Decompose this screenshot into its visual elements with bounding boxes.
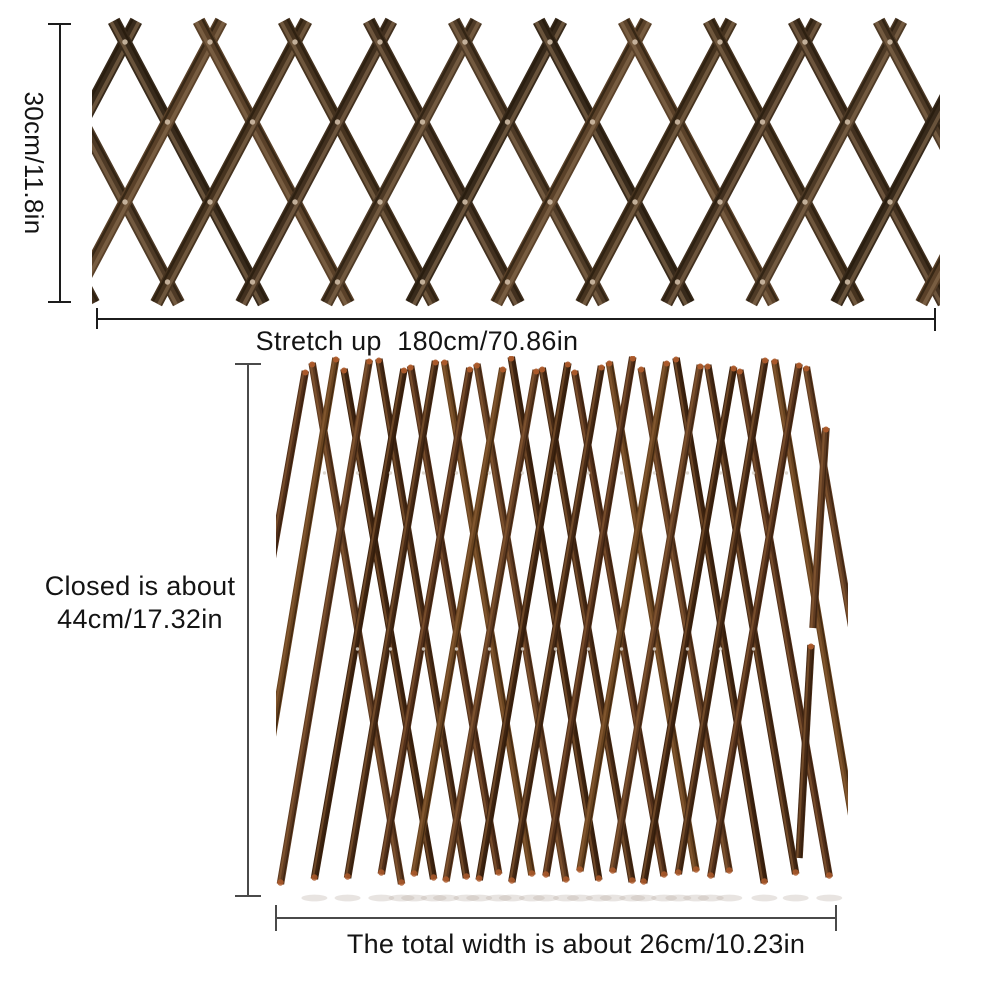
top-height-label: 30cm/11.8in (19, 91, 49, 235)
expanded-trellis-photo (92, 17, 940, 307)
closed-height-label-line1: Closed is about (44, 571, 236, 601)
top-height-dimension-cap-bottom (48, 301, 71, 303)
top-height-dimension-line (59, 24, 61, 303)
top-height-dimension-cap-top (48, 23, 71, 25)
closed-height-label-line2: 44cm/17.32in (57, 603, 223, 634)
closed-height-dimension-cap-top (235, 363, 261, 365)
stretch-width-label: Stretch up 180cm/70.86in (255, 326, 579, 356)
top-width-dimension-tick-left (96, 308, 98, 329)
closed-height-dimension-cap-bottom (235, 895, 261, 897)
top-width-dimension-tick-right (934, 308, 936, 331)
top-width-dimension-line (97, 318, 936, 320)
closed-width-label: The total width is about 26cm/10.23in (346, 929, 806, 959)
closed-height-label: Closed is about 44cm/17.32in (34, 570, 246, 636)
closed-trellis-photo (276, 356, 848, 902)
closed-width-dimension-tick-left (275, 905, 277, 931)
closed-width-dimension-line (276, 917, 837, 919)
closed-width-dimension-tick-right (835, 905, 837, 931)
closed-height-dimension-line (247, 364, 249, 897)
